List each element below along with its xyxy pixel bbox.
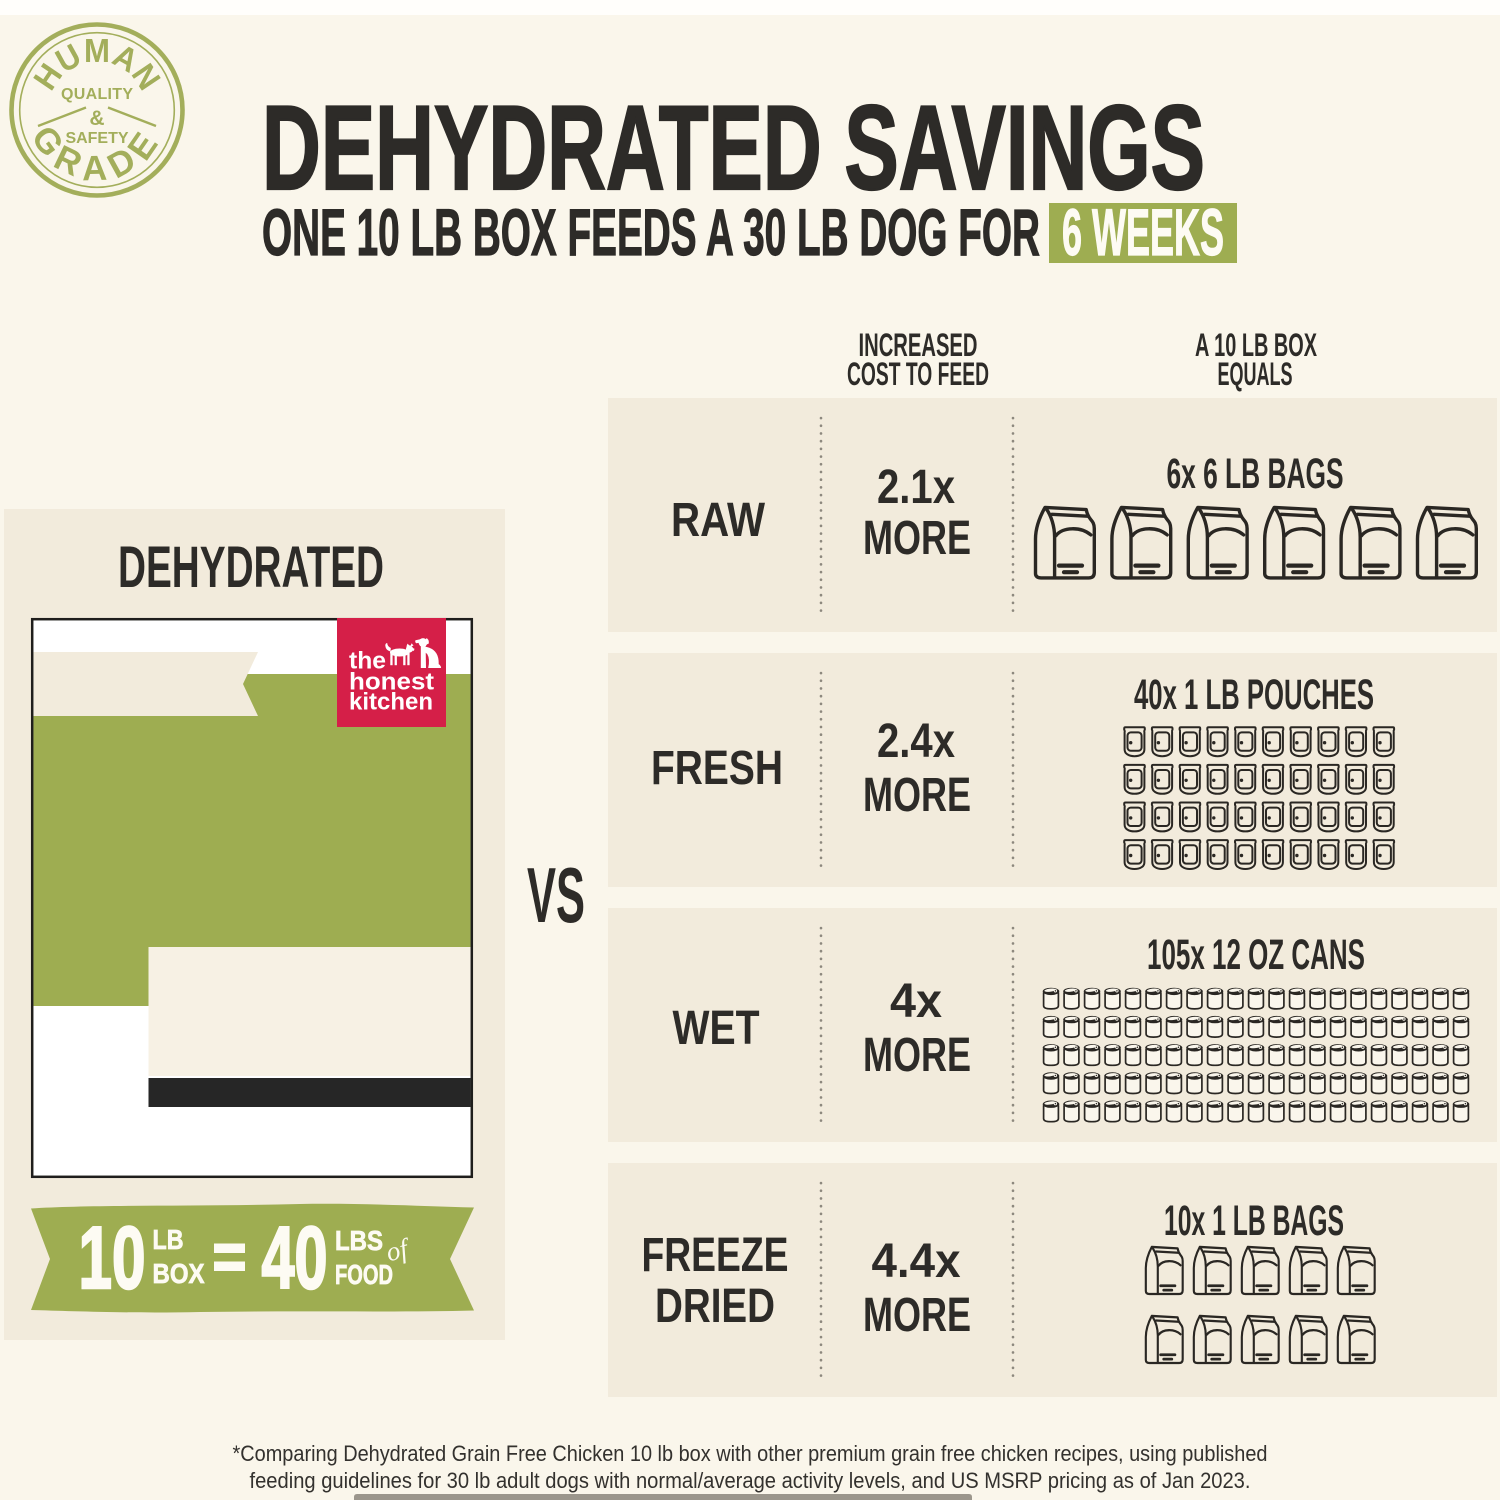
svg-text:ONE 10 LB BOX FEEDS A 30 LB DO: ONE 10 LB BOX FEEDS A 30 LB DOG FOR bbox=[262, 195, 1040, 269]
svg-text:MORE: MORE bbox=[863, 512, 971, 565]
svg-text:10x 1 LB BAGS: 10x 1 LB BAGS bbox=[1164, 1197, 1344, 1245]
svg-text:SAFETY: SAFETY bbox=[66, 130, 129, 147]
svg-text:MORE: MORE bbox=[863, 769, 971, 822]
svg-text:EQUALS: EQUALS bbox=[1218, 356, 1293, 392]
svg-text:FREEZE: FREEZE bbox=[642, 1229, 789, 1282]
svg-text:DEHYDRATED: DEHYDRATED bbox=[118, 535, 384, 600]
svg-text:6 WEEKS: 6 WEEKS bbox=[1062, 195, 1224, 269]
svg-text:QUALITY: QUALITY bbox=[61, 86, 133, 103]
svg-text:FOOD: FOOD bbox=[335, 1259, 393, 1290]
svg-text:DRIED: DRIED bbox=[655, 1280, 775, 1333]
svg-text:MORE: MORE bbox=[863, 1029, 971, 1082]
svg-text:RAW: RAW bbox=[671, 494, 766, 547]
svg-text:the: the bbox=[349, 648, 386, 675]
svg-text:kitchen: kitchen bbox=[349, 689, 433, 716]
svg-text:*Comparing Dehydrated Grain Fr: *Comparing Dehydrated Grain Free Chicken… bbox=[233, 1441, 1268, 1466]
svg-text:FRESH: FRESH bbox=[651, 742, 783, 795]
svg-text:LB: LB bbox=[153, 1224, 184, 1255]
svg-text:40: 40 bbox=[262, 1208, 328, 1307]
svg-text:A 10 LB BOX: A 10 LB BOX bbox=[1195, 327, 1317, 363]
svg-text:honest: honest bbox=[349, 669, 434, 696]
svg-text:105x 12 OZ CANS: 105x 12 OZ CANS bbox=[1147, 931, 1365, 979]
svg-text:LBS: LBS bbox=[335, 1225, 383, 1256]
svg-text:6x 6 LB BAGS: 6x 6 LB BAGS bbox=[1167, 450, 1344, 498]
svg-text:10: 10 bbox=[79, 1208, 146, 1307]
svg-text:WET: WET bbox=[673, 1002, 760, 1055]
svg-text:COST TO FEED: COST TO FEED bbox=[847, 356, 989, 392]
svg-text:4.4x: 4.4x bbox=[872, 1235, 961, 1288]
svg-text:4x: 4x bbox=[890, 975, 942, 1028]
svg-text:DEHYDRATED SAVINGS: DEHYDRATED SAVINGS bbox=[262, 81, 1205, 215]
svg-text:2.4x: 2.4x bbox=[877, 715, 955, 768]
svg-text:INCREASED: INCREASED bbox=[859, 327, 978, 363]
svg-text:2.1x: 2.1x bbox=[877, 461, 955, 514]
svg-text:40x 1 LB POUCHES: 40x 1 LB POUCHES bbox=[1134, 671, 1374, 719]
svg-text:feeding guidelines for 30 lb a: feeding guidelines for 30 lb adult dogs … bbox=[250, 1468, 1251, 1493]
svg-text:BOX: BOX bbox=[153, 1258, 205, 1289]
svg-text:VS: VS bbox=[527, 851, 585, 939]
svg-text:MORE: MORE bbox=[863, 1289, 971, 1342]
svg-text:&: & bbox=[89, 107, 104, 130]
